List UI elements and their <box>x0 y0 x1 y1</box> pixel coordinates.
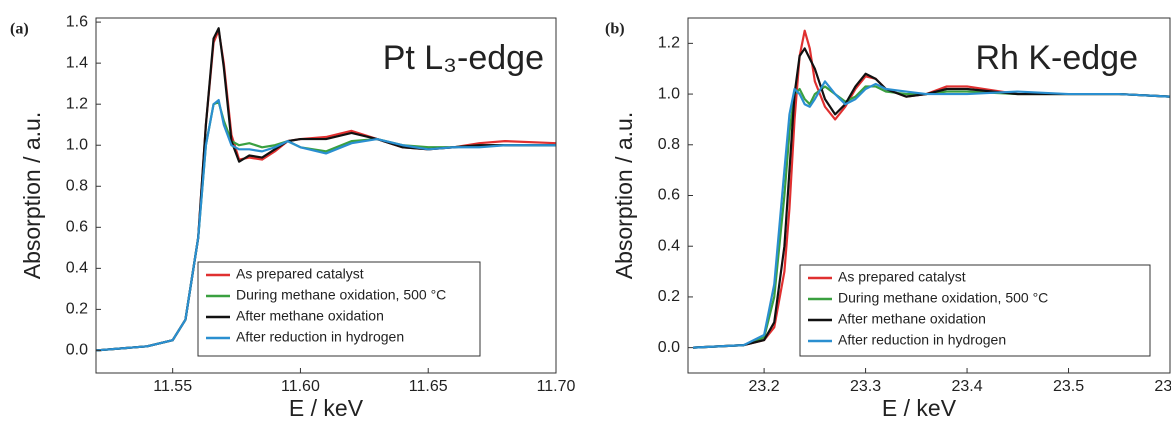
y-tick-label: 0.0 <box>66 342 88 359</box>
legend-label: After reduction in hydrogen <box>236 329 404 345</box>
x-tick-label: 11.55 <box>153 378 192 395</box>
x-tick-label: 11.60 <box>281 378 320 395</box>
legend-box <box>197 261 481 357</box>
legend-label: After methane oxidation <box>838 311 986 327</box>
x-tick-label: 11.70 <box>537 378 576 395</box>
y-tick-label: 1.0 <box>658 85 680 102</box>
x-tick-label: 23.2 <box>749 378 780 395</box>
legend-label: After methane oxidation <box>236 308 384 324</box>
y-tick-label: 0.4 <box>66 260 88 277</box>
panel-label: (b) <box>605 21 625 38</box>
x-tick-label: 11.65 <box>409 378 448 395</box>
y-tick-label: 0.0 <box>658 339 680 356</box>
y-tick-label: 1.0 <box>66 136 88 153</box>
y-tick-label: 1.6 <box>66 13 88 30</box>
x-tick-label: 23.3 <box>850 378 881 395</box>
panel-label: (a) <box>10 21 29 38</box>
y-tick-label: 0.6 <box>658 187 680 204</box>
y-tick-label: 0.6 <box>66 219 88 236</box>
y-tick-label: 0.8 <box>66 177 88 194</box>
y-tick-label: 0.2 <box>66 301 88 318</box>
y-axis-label: Absorption / a.u. <box>611 112 637 280</box>
x-axis-label: E / keV <box>289 395 364 421</box>
annotation: Rh K-edge <box>975 39 1138 77</box>
annotation: Pt L₃-edge <box>383 39 544 77</box>
x-axis-label: E / keV <box>882 395 957 421</box>
series-line <box>693 47 1170 349</box>
y-tick-label: 0.4 <box>658 237 680 254</box>
legend-label: During methane oxidation, 500 °C <box>838 290 1048 306</box>
legend-box <box>799 264 1151 357</box>
y-tick-label: 1.2 <box>658 35 680 52</box>
y-tick-label: 1.2 <box>66 95 88 112</box>
series-line <box>96 98 556 352</box>
y-tick-label: 0.2 <box>658 288 680 305</box>
legend-label: After reduction in hydrogen <box>838 332 1006 348</box>
y-tick-label: 0.8 <box>658 136 680 153</box>
x-tick-label: 23.4 <box>951 378 982 395</box>
legend-label: As prepared catalyst <box>838 269 966 285</box>
series-line <box>693 29 1170 349</box>
y-axis-label: Absorption / a.u. <box>19 112 45 280</box>
series-line <box>693 80 1170 349</box>
x-tick-label: 23.5 <box>1053 378 1084 395</box>
x-tick-label: 23.6 <box>1154 378 1171 395</box>
legend-label: During methane oxidation, 500 °C <box>236 287 446 303</box>
plot-frame <box>95 17 557 374</box>
legend-label: As prepared catalyst <box>236 266 364 282</box>
y-tick-label: 1.4 <box>66 54 88 71</box>
